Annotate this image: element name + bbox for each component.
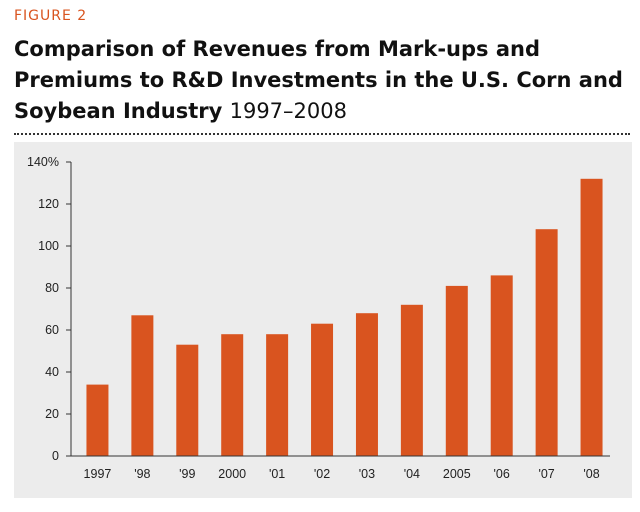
bar — [311, 323, 334, 456]
y-tick-label: 120 — [38, 197, 59, 211]
chart-title-years: 1997–2008 — [229, 99, 347, 123]
chart-title: Comparison of Revenues from Mark-ups and… — [14, 34, 630, 127]
y-tick-label: 60 — [45, 323, 59, 337]
bar — [266, 334, 289, 456]
x-tick-label: 2000 — [218, 467, 246, 481]
bar — [221, 334, 244, 456]
x-tick-label: '06 — [494, 467, 510, 481]
bar — [176, 344, 199, 456]
x-tick-label: 2005 — [443, 467, 471, 481]
x-tick-label: '08 — [583, 467, 599, 481]
x-tick-label: '07 — [538, 467, 554, 481]
bar — [490, 275, 513, 456]
bar — [86, 384, 109, 456]
bar — [131, 315, 154, 456]
title-divider — [14, 133, 630, 135]
x-tick-label: 1997 — [84, 467, 112, 481]
bar — [580, 178, 603, 457]
y-tick-label: 0 — [52, 449, 59, 463]
y-tick-label: 80 — [45, 281, 59, 295]
bar — [535, 229, 558, 456]
x-tick-label: '98 — [134, 467, 150, 481]
y-tick-label: 40 — [45, 365, 59, 379]
bar — [400, 304, 423, 456]
y-tick-label: 100 — [38, 239, 59, 253]
figure-label: FIGURE 2 — [14, 8, 88, 24]
x-tick-label: '04 — [404, 467, 420, 481]
x-tick-label: '01 — [269, 467, 285, 481]
x-tick-label: '02 — [314, 467, 330, 481]
x-tick-label: '99 — [179, 467, 195, 481]
x-tick-label: '03 — [359, 467, 375, 481]
bar — [445, 285, 468, 456]
y-tick-label: 140% — [27, 155, 59, 169]
chart-title-main: Comparison of Revenues from Mark-ups and… — [14, 37, 623, 123]
y-tick-label: 20 — [45, 407, 59, 421]
bar — [355, 313, 378, 456]
